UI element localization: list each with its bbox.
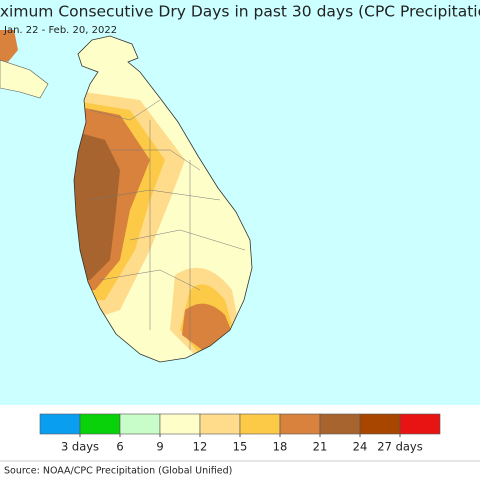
legend-tick-label: 9 xyxy=(156,440,163,454)
legend: 3 days 6 9 12 15 18 21 24 27 days xyxy=(39,413,441,454)
sea xyxy=(0,0,480,405)
district-borders xyxy=(89,99,246,350)
india-coast xyxy=(0,59,49,99)
source: Source: NOAA/CPC Precipitation (Global U… xyxy=(4,466,232,477)
legend-tick-label: 18 xyxy=(273,440,288,454)
subtitle: Jan. 22 - Feb. 20, 2022 xyxy=(3,25,117,36)
legend-tick-label: 12 xyxy=(193,440,208,454)
legend-swatch xyxy=(39,413,81,435)
legend-swatch xyxy=(319,413,361,435)
legend-swatch xyxy=(399,413,441,435)
legend-swatch xyxy=(159,413,201,435)
legend-swatch xyxy=(79,413,121,435)
legend-swatch xyxy=(199,413,241,435)
legend-swatch xyxy=(239,413,281,435)
legend-tick-label: 15 xyxy=(233,440,248,454)
legend-swatch xyxy=(359,413,401,435)
legend-tick-label: 21 xyxy=(313,440,328,454)
title: Maximum Consecutive Dry Days in past 30 … xyxy=(0,3,480,21)
legend-tick-label: 27 days xyxy=(377,440,422,454)
legend-tick-label: 6 xyxy=(116,440,123,454)
coastline xyxy=(73,35,253,363)
legend-tick-label: 24 xyxy=(353,440,368,454)
india-tip xyxy=(0,30,18,62)
legend-tick-label: 3 days xyxy=(61,440,99,454)
legend-swatch xyxy=(279,413,321,435)
legend-swatch xyxy=(119,413,161,435)
